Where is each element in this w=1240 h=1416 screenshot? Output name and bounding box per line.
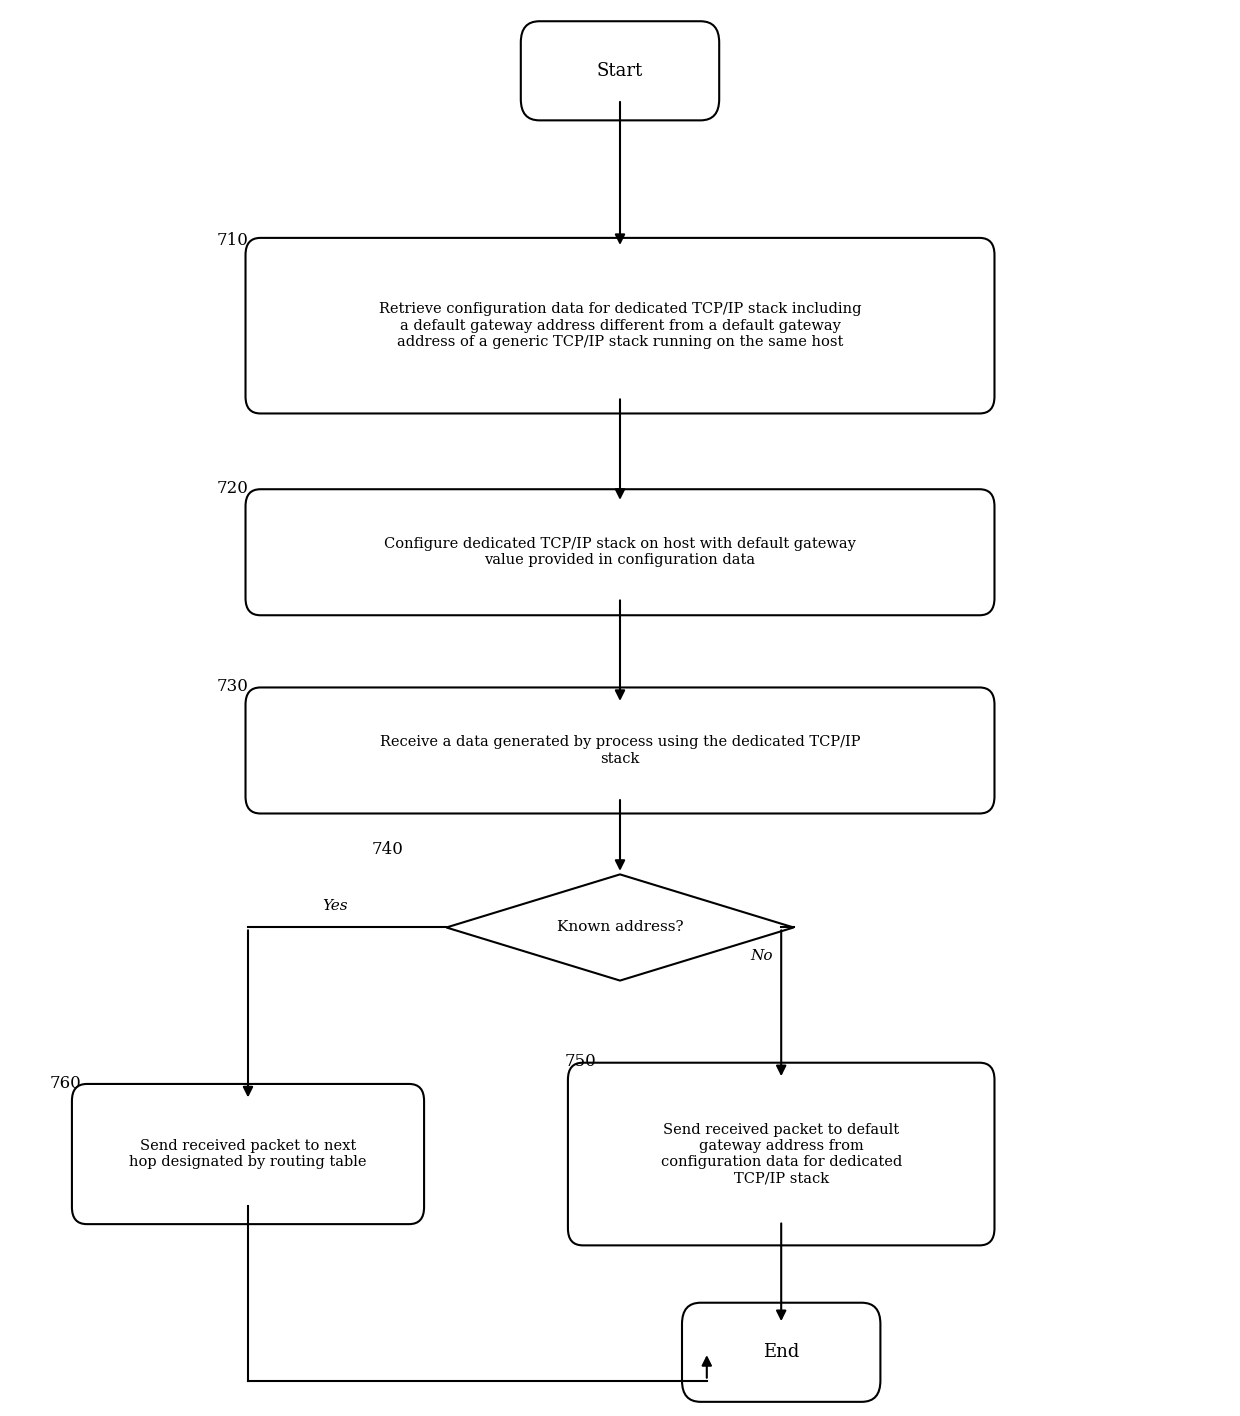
Text: Start: Start xyxy=(596,62,644,79)
FancyBboxPatch shape xyxy=(682,1303,880,1402)
Text: Retrieve configuration data for dedicated TCP/IP stack including
a default gatew: Retrieve configuration data for dedicate… xyxy=(378,303,862,348)
Text: Send received packet to default
gateway address from
configuration data for dedi: Send received packet to default gateway … xyxy=(661,1123,901,1185)
Text: No: No xyxy=(750,949,773,963)
FancyBboxPatch shape xyxy=(246,238,994,413)
Text: Receive a data generated by process using the dedicated TCP/IP
stack: Receive a data generated by process usin… xyxy=(379,735,861,766)
FancyBboxPatch shape xyxy=(246,688,994,813)
Text: Yes: Yes xyxy=(322,899,347,913)
Text: Known address?: Known address? xyxy=(557,920,683,935)
Text: End: End xyxy=(763,1344,800,1361)
Polygon shape xyxy=(446,875,794,980)
Text: 730: 730 xyxy=(217,678,249,695)
FancyBboxPatch shape xyxy=(521,21,719,120)
FancyBboxPatch shape xyxy=(568,1062,994,1246)
Text: Send received packet to next
hop designated by routing table: Send received packet to next hop designa… xyxy=(129,1138,367,1170)
FancyBboxPatch shape xyxy=(246,490,994,615)
Text: 740: 740 xyxy=(372,841,404,858)
Text: 710: 710 xyxy=(217,232,249,249)
Text: Configure dedicated TCP/IP stack on host with default gateway
value provided in : Configure dedicated TCP/IP stack on host… xyxy=(384,537,856,568)
Text: 720: 720 xyxy=(217,480,249,497)
Text: 750: 750 xyxy=(564,1054,596,1070)
Text: 760: 760 xyxy=(50,1075,82,1092)
FancyBboxPatch shape xyxy=(72,1085,424,1223)
